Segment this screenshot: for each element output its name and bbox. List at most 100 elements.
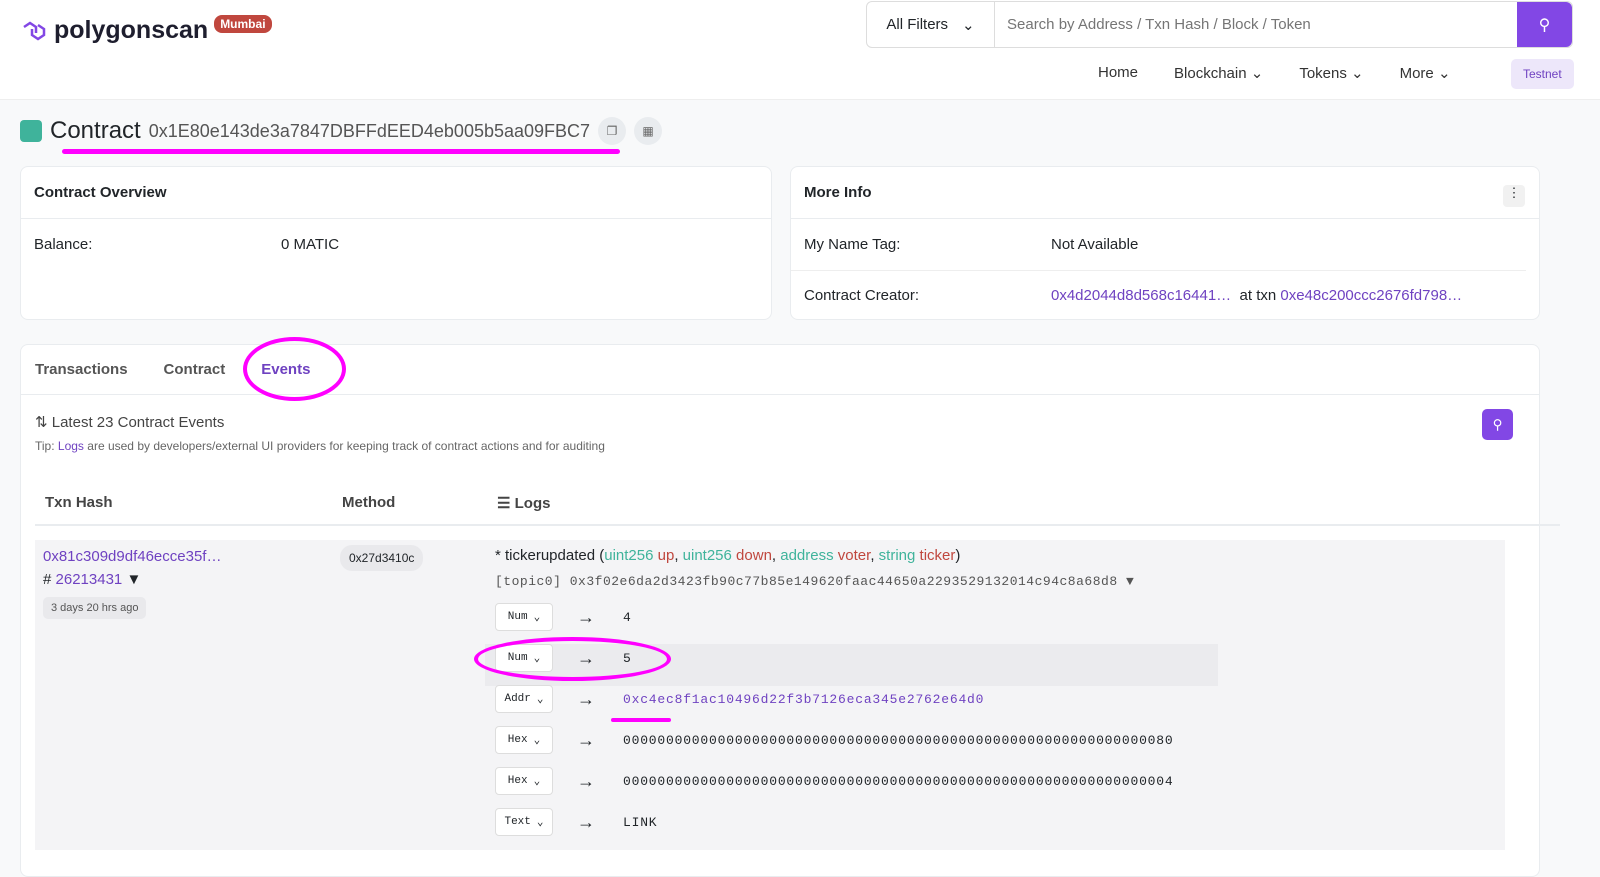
format-select[interactable]: Text ⌄ — [495, 808, 553, 836]
arrow-right-icon: → — [577, 688, 595, 709]
event-name: * tickerupdated ( — [495, 547, 605, 564]
polygon-logo-icon — [23, 20, 46, 41]
format-select[interactable]: Num ⌄ — [495, 603, 553, 631]
chevron-down-icon: ⌄ — [533, 735, 541, 747]
chevron-down-icon: ⌄ — [536, 694, 544, 706]
tab-contract[interactable]: Contract — [163, 361, 226, 378]
param-type: uint256 — [604, 547, 654, 564]
format-select[interactable]: Hex ⌄ — [495, 726, 553, 754]
format-label: Text — [504, 816, 531, 828]
nav-home[interactable]: Home — [1098, 64, 1139, 81]
name-tag-value: Not Available — [1051, 236, 1139, 253]
more-info-card: More Info ⋮ My Name Tag: Not Available Co… — [790, 166, 1540, 320]
col-logs-label: Logs — [514, 495, 551, 512]
at-txn-label: at txn — [1239, 287, 1277, 304]
decoded-data-row: Hex ⌄ → 00000000000000000000000000000000000… — [495, 726, 1173, 754]
nav-more[interactable]: More ⌄ — [1399, 65, 1451, 82]
nav-label: Tokens — [1299, 65, 1347, 82]
qr-code-icon[interactable]: ▦ — [634, 117, 663, 145]
nav-blockchain[interactable]: Blockchain ⌄ — [1174, 65, 1264, 82]
nav-tokens[interactable]: Tokens ⌄ — [1299, 65, 1364, 82]
testnet-button[interactable]: Testnet — [1511, 59, 1574, 89]
tip: Tip: Logs are used by developers/externa… — [35, 439, 605, 453]
block-prefix: # — [43, 571, 52, 588]
balance-label: Balance: — [34, 236, 93, 253]
search-icon: ⚲ — [1538, 16, 1551, 34]
events-count: Latest 23 Contract Events — [51, 414, 225, 431]
filter-icon[interactable]: ▼ — [1125, 574, 1135, 589]
chevron-down-icon: ⌄ — [533, 776, 541, 788]
nav-label: More — [1399, 65, 1434, 82]
tip-text: are used by developers/external UI provi… — [87, 439, 605, 453]
search-bar: All Filters ⌄ ⚲ — [866, 1, 1573, 48]
param-type: uint256 — [682, 547, 732, 564]
sort-icon: ⇅ — [35, 414, 48, 431]
main-nav: Home Blockchain ⌄ Tokens ⌄ More ⌄ — [1098, 64, 1451, 82]
card-title: Contract Overview — [21, 167, 771, 219]
topic-label: [topic0] — [495, 574, 562, 589]
brand-name: polygonscan — [54, 16, 209, 44]
network-badge: Mumbai — [214, 14, 272, 33]
arrow-right-icon: → — [577, 729, 595, 750]
age-badge: 3 days 20 hrs ago — [43, 597, 147, 619]
format-select[interactable]: Addr ⌄ — [495, 685, 553, 713]
events-heading: ⇅ Latest 23 Contract Events — [35, 413, 224, 431]
decoded-data-row: Addr ⌄ → 0xc4ec8f1ac10496d22f3b7126eca345e2… — [495, 685, 984, 713]
card-title: More Info — [791, 167, 1539, 219]
creator-label: Contract Creator: — [804, 287, 920, 304]
arrow-right-icon: → — [577, 811, 595, 832]
decoded-address-link[interactable]: 0xc4ec8f1ac10496d22f3b7126eca345e2762e64… — [623, 691, 985, 707]
list-icon: ☰ — [497, 495, 511, 512]
chevron-down-icon: ⌄ — [536, 817, 544, 829]
header: polygonscan Mumbai All Filters ⌄ ⚲ Home B… — [0, 0, 1600, 100]
param-name: up — [657, 547, 675, 564]
search-input[interactable] — [995, 2, 1517, 47]
filter-icon[interactable]: ▼ — [126, 571, 142, 588]
search-button[interactable]: ⚲ — [1517, 2, 1572, 47]
contract-label: Contract — [50, 117, 141, 144]
filter-dropdown[interactable]: All Filters ⌄ — [867, 2, 995, 47]
format-label: Num — [507, 611, 528, 623]
creation-txn-link[interactable]: 0xe48c200ccc2676fd798… — [1280, 287, 1463, 304]
topic-line: [topic0] 0x3f02e6da2d3423fb90c77b85e1496… — [495, 574, 1134, 589]
annotation-underline — [611, 718, 671, 722]
decoded-data-row: Num ⌄ → 4 — [495, 603, 632, 631]
annotation-circle — [474, 637, 671, 681]
col-method: Method — [342, 494, 396, 511]
chevron-down-icon: ⌄ — [962, 16, 975, 34]
name-tag-label: My Name Tag: — [804, 236, 901, 253]
chevron-down-icon: ⌄ — [533, 612, 541, 624]
block-info: # 26213431 ▼ — [43, 571, 141, 588]
copy-icon[interactable]: ❐ — [598, 117, 627, 145]
event-search-button[interactable]: ⚲ — [1482, 409, 1513, 440]
event-close: ) — [955, 547, 961, 564]
more-options-icon[interactable]: ⋮ — [1503, 185, 1525, 207]
txn-hash-link[interactable]: 0x81c309d9df46ecce35f… — [43, 548, 222, 565]
format-label: Hex — [507, 775, 528, 787]
creator-address-link[interactable]: 0x4d2044d8d568c16441… — [1051, 287, 1232, 304]
format-select[interactable]: Hex ⌄ — [495, 767, 553, 795]
filter-label: All Filters — [886, 16, 949, 33]
param-name: ticker — [919, 547, 956, 564]
arrow-right-icon: → — [577, 606, 595, 627]
contract-overview-card: Contract Overview Balance: 0 MATIC — [20, 166, 772, 320]
decoded-value: 0000000000000000000000000000000000000000… — [623, 773, 1174, 789]
decoded-value: 0000000000000000000000000000000000000000… — [623, 732, 1174, 748]
col-txn-hash: Txn Hash — [45, 494, 113, 511]
topic-value: 0x3f02e6da2d3423fb90c77b85e149620faac446… — [569, 574, 1118, 589]
tab-transactions[interactable]: Transactions — [35, 361, 128, 378]
annotation-underline — [62, 149, 620, 154]
decoded-data-row: Hex ⌄ → 00000000000000000000000000000000000… — [495, 767, 1173, 795]
logo[interactable]: polygonscan Mumbai — [20, 14, 272, 45]
decoded-data-row: Text ⌄ → LINK — [495, 808, 657, 836]
param-name: down — [736, 547, 772, 564]
contract-avatar-icon — [20, 120, 42, 142]
method-badge: 0x27d3410c — [340, 545, 424, 571]
logs-link[interactable]: Logs — [57, 439, 84, 453]
format-label: Addr — [504, 693, 531, 705]
param-type: string — [878, 547, 916, 564]
block-link[interactable]: 26213431 — [55, 571, 123, 588]
decoded-value: LINK — [623, 814, 658, 830]
arrow-right-icon: → — [577, 770, 595, 791]
annotation-circle — [243, 337, 346, 401]
